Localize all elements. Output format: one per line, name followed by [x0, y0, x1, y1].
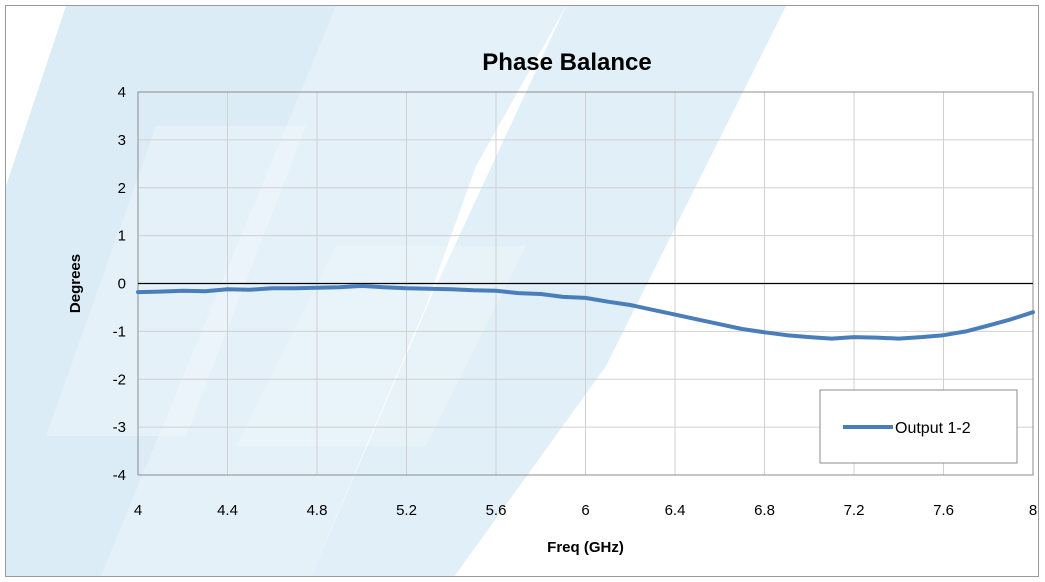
x-tick-label: 7.2 — [844, 502, 865, 519]
y-tick-label: -3 — [113, 419, 126, 436]
x-tick-label: 7.6 — [933, 502, 954, 519]
x-tick-label: 4 — [134, 502, 142, 519]
x-tick-label: 4.8 — [307, 502, 328, 519]
x-tick-label: 6.4 — [665, 502, 686, 519]
x-tick-label: 5.2 — [396, 502, 417, 519]
y-axis-ticks: 4 3 2 1 0 -1 -2 -3 -4 — [113, 84, 126, 484]
x-tick-label: 6 — [581, 502, 589, 519]
y-tick-label: 4 — [118, 84, 126, 101]
x-tick-label: 5.6 — [486, 502, 507, 519]
x-tick-label: 4.4 — [217, 502, 238, 519]
legend-label: Output 1-2 — [895, 420, 971, 437]
chart-title: Phase Balance — [482, 49, 651, 76]
y-tick-label: 2 — [118, 180, 126, 197]
y-axis-title: Degrees — [67, 254, 84, 313]
y-tick-label: 3 — [118, 132, 126, 149]
series-line-0 — [136, 283, 1035, 341]
x-tick-label: 8 — [1029, 502, 1037, 519]
y-tick-label: 0 — [118, 276, 126, 293]
x-axis-title: Freq (GHz) — [547, 539, 624, 556]
y-tick-label: -1 — [113, 323, 126, 340]
x-tick-label: 6.8 — [754, 502, 775, 519]
y-tick-label: -4 — [113, 467, 126, 484]
series-group — [136, 283, 1035, 341]
legend: Output 1-2 — [819, 389, 1018, 464]
y-tick-label: 1 — [118, 228, 126, 245]
y-tick-label: -2 — [113, 371, 126, 388]
x-axis-ticks: 4 4.4 4.8 5.2 5.6 6 6.4 6.8 7.2 7.6 8 — [134, 502, 1037, 519]
